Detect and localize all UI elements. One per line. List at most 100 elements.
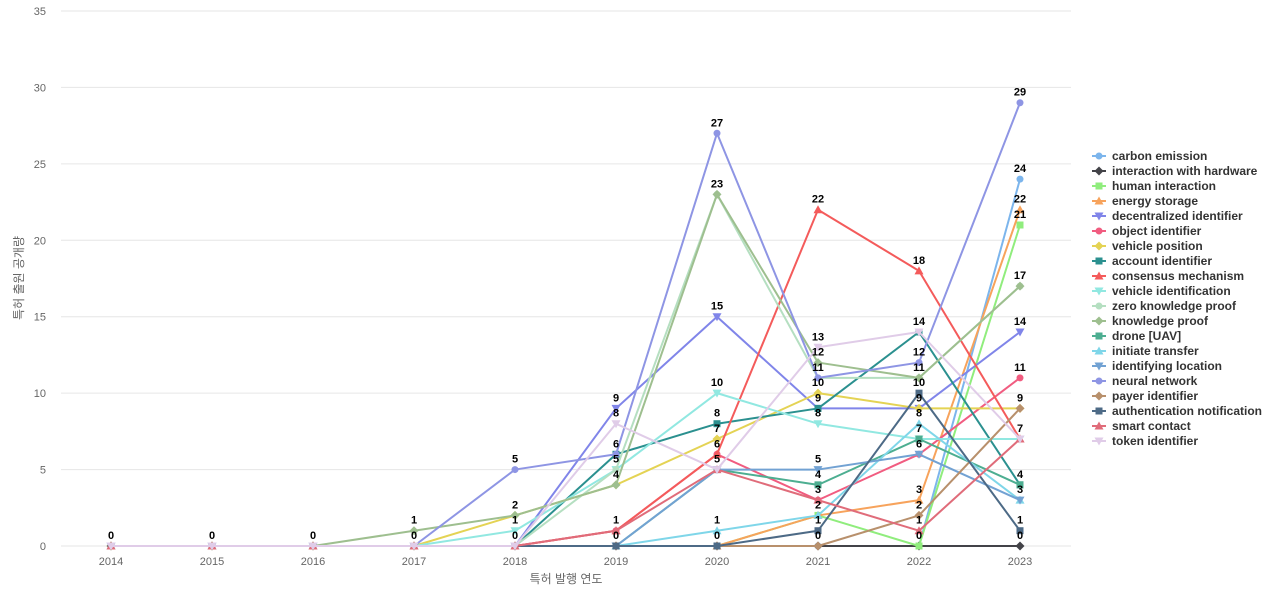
- data-point[interactable]: [915, 389, 923, 397]
- data-point[interactable]: [813, 358, 823, 368]
- data-point[interactable]: [1015, 205, 1025, 214]
- data-point[interactable]: [1016, 99, 1024, 107]
- data-point[interactable]: [1015, 541, 1025, 551]
- legend-item-authentication-notification[interactable]: authentication notification: [1092, 404, 1262, 418]
- legend-item-token-identifier[interactable]: token identifier: [1092, 434, 1198, 448]
- data-point[interactable]: [914, 328, 924, 337]
- data-point[interactable]: [612, 542, 620, 550]
- data-point[interactable]: [511, 466, 519, 474]
- data-point[interactable]: [106, 542, 116, 551]
- data-point[interactable]: [409, 542, 419, 551]
- data-point[interactable]: [914, 526, 924, 535]
- data-point[interactable]: [813, 420, 823, 429]
- legend-item-decentralized-identifier[interactable]: decentralized identifier: [1092, 209, 1243, 223]
- data-point[interactable]: [713, 542, 721, 550]
- data-point[interactable]: [1016, 221, 1024, 229]
- data-point[interactable]: [1016, 527, 1024, 535]
- series-line[interactable]: [111, 331, 1021, 547]
- series-line[interactable]: [111, 102, 1021, 547]
- data-point[interactable]: [814, 481, 822, 489]
- legend-item-smart-contact[interactable]: smart contact: [1092, 419, 1191, 433]
- legend-item-vehicle-identification[interactable]: vehicle identification: [1092, 284, 1231, 298]
- data-point[interactable]: [612, 450, 620, 458]
- legend-item-human-interaction[interactable]: human interaction: [1092, 179, 1216, 193]
- series-knowledge-proof[interactable]: [106, 189, 1025, 551]
- legend-item-energy-storage[interactable]: energy storage: [1092, 194, 1198, 208]
- legend-item-drone-uav[interactable]: drone [UAV]: [1092, 329, 1181, 343]
- data-point[interactable]: [914, 450, 924, 459]
- series-carbon-emission[interactable]: [107, 175, 1024, 550]
- data-point[interactable]: [813, 205, 823, 214]
- legend-item-interaction-with-hardware[interactable]: interaction with hardware: [1092, 164, 1258, 178]
- data-point[interactable]: [207, 542, 217, 551]
- data-point[interactable]: [1015, 496, 1025, 505]
- data-point[interactable]: [814, 527, 822, 535]
- data-point[interactable]: [510, 542, 520, 551]
- data-point[interactable]: [813, 495, 823, 504]
- data-point[interactable]: [813, 466, 823, 475]
- data-point[interactable]: [409, 526, 419, 536]
- data-point[interactable]: [713, 420, 721, 428]
- data-point[interactable]: [914, 495, 924, 504]
- series-line[interactable]: [111, 315, 1021, 547]
- data-point[interactable]: [915, 435, 923, 443]
- legend-item-identifying-location[interactable]: identifying location: [1092, 359, 1222, 373]
- data-point[interactable]: [712, 313, 722, 322]
- series-line[interactable]: [111, 224, 1021, 547]
- data-point[interactable]: [510, 527, 520, 536]
- data-point[interactable]: [712, 466, 722, 475]
- legend-item-object-identifier[interactable]: object identifier: [1092, 224, 1202, 238]
- data-point[interactable]: [914, 510, 924, 520]
- series-line[interactable]: [111, 193, 1021, 547]
- series-decentralized-identifier[interactable]: [106, 313, 1025, 551]
- data-point[interactable]: [914, 373, 924, 383]
- data-point[interactable]: [813, 510, 823, 519]
- data-point[interactable]: [813, 343, 823, 352]
- data-point[interactable]: [510, 510, 520, 520]
- data-point[interactable]: [1015, 281, 1025, 291]
- data-point[interactable]: [712, 449, 722, 458]
- data-point[interactable]: [611, 420, 621, 429]
- series-token-identifier[interactable]: [106, 328, 1025, 551]
- data-point[interactable]: [814, 404, 822, 412]
- legend-item-zero-knowledge-proof[interactable]: zero knowledge proof: [1092, 299, 1237, 313]
- data-point[interactable]: [712, 434, 722, 444]
- data-point[interactable]: [814, 374, 822, 382]
- legend-item-account-identifier[interactable]: account identifier: [1092, 254, 1212, 268]
- data-point[interactable]: [1015, 403, 1025, 413]
- data-point[interactable]: [914, 266, 924, 275]
- data-point[interactable]: [308, 542, 318, 551]
- series-line[interactable]: [111, 331, 1021, 547]
- data-point[interactable]: [712, 389, 722, 398]
- legend-item-carbon-emission[interactable]: carbon emission: [1092, 149, 1207, 163]
- data-point[interactable]: [915, 542, 923, 550]
- legend-item-vehicle-position[interactable]: vehicle position: [1092, 239, 1203, 253]
- data-point[interactable]: [1015, 328, 1025, 337]
- data-point[interactable]: [914, 403, 924, 413]
- series-line[interactable]: [111, 178, 1021, 547]
- legend-item-initiate-transfer[interactable]: initiate transfer: [1092, 344, 1199, 358]
- data-point[interactable]: [712, 526, 722, 535]
- data-point[interactable]: [1015, 435, 1025, 444]
- legend-item-payer-identifier[interactable]: payer identifier: [1092, 389, 1198, 403]
- data-point[interactable]: [914, 419, 924, 428]
- data-point[interactable]: [712, 189, 722, 199]
- data-point[interactable]: [813, 388, 823, 398]
- data-point[interactable]: [915, 359, 923, 367]
- data-point[interactable]: [611, 404, 621, 413]
- legend-item-neural-network[interactable]: neural network: [1092, 374, 1198, 388]
- data-point[interactable]: [713, 129, 721, 137]
- data-point[interactable]: [813, 541, 823, 551]
- data-point[interactable]: [1016, 481, 1024, 489]
- data-point[interactable]: [611, 526, 621, 535]
- legend-item-knowledge-proof[interactable]: knowledge proof: [1092, 314, 1209, 328]
- legend-item-consensus-mechanism[interactable]: consensus mechanism: [1092, 269, 1244, 283]
- series-zero-knowledge-proof[interactable]: [107, 190, 1024, 550]
- series-line[interactable]: [111, 193, 1021, 547]
- series-neural-network[interactable]: [107, 99, 1024, 550]
- data-point[interactable]: [611, 480, 621, 490]
- data-point[interactable]: [1016, 374, 1024, 382]
- data-point[interactable]: [1016, 175, 1024, 183]
- data-point[interactable]: [612, 466, 620, 474]
